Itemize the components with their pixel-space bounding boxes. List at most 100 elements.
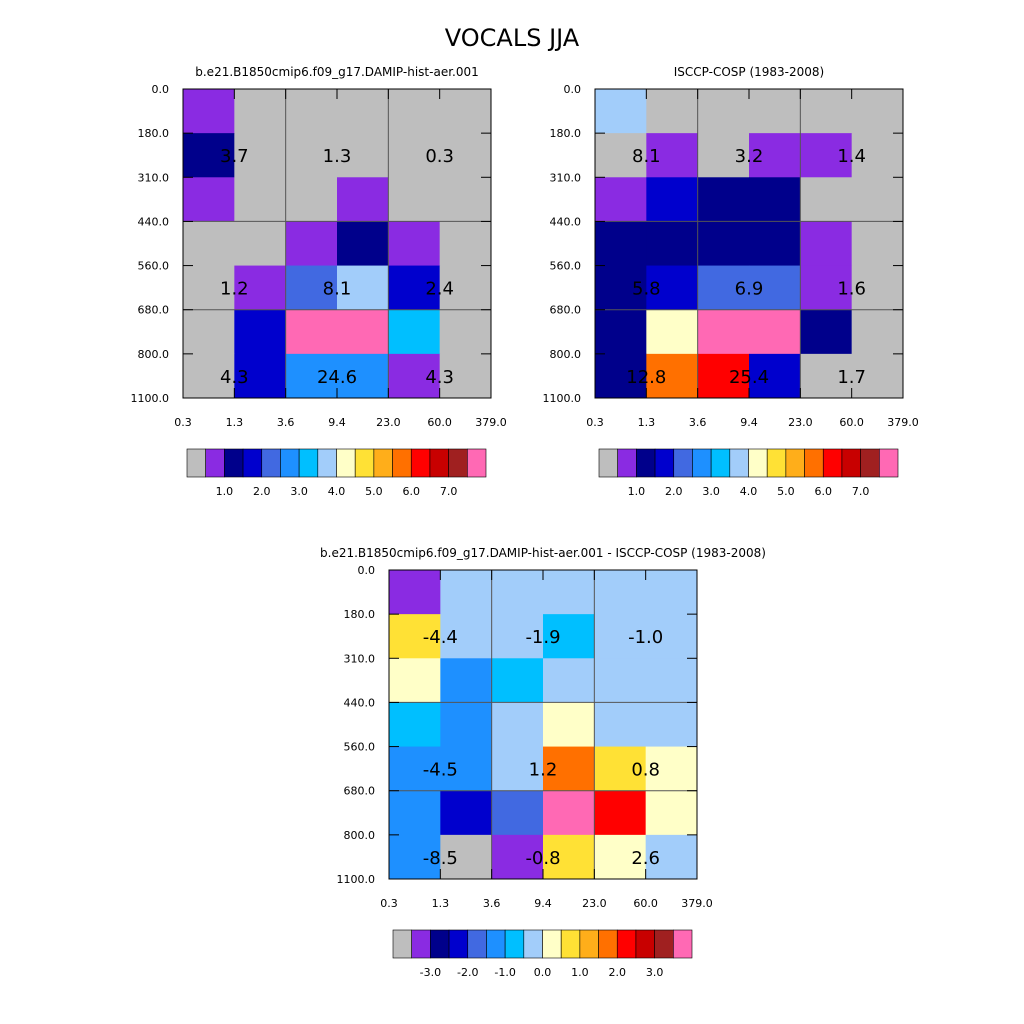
colorbar-swatch	[410, 448, 431, 478]
y-tick-label: 180.0	[344, 608, 376, 621]
heatmap-cell	[646, 133, 699, 178]
colorbar-swatch	[879, 448, 899, 478]
heatmap-cell	[285, 177, 338, 222]
heatmap-cell	[594, 790, 647, 836]
y-tick-label: 680.0	[550, 304, 582, 317]
heatmap-cell	[594, 834, 647, 880]
y-tick-label: 560.0	[344, 741, 376, 754]
heatmap-cell	[594, 702, 647, 748]
heatmap-cell	[337, 133, 389, 178]
heatmap-cell	[800, 221, 853, 267]
heatmap-cell	[440, 614, 493, 659]
colorbar-swatch	[654, 448, 675, 478]
heatmap-cell	[697, 309, 750, 355]
colorbar-label: 1.0	[216, 485, 234, 498]
colorbar-swatch	[692, 448, 712, 478]
cell-annotation: 4.3	[425, 367, 454, 388]
heatmap-cell	[285, 221, 338, 267]
colorbar-label: 1.0	[571, 966, 589, 979]
cell-annotation: 1.6	[837, 279, 866, 300]
heatmap-cell	[389, 570, 441, 615]
heatmap-cell	[595, 89, 647, 134]
panel-title: ISCCP-COSP (1983-2008)	[674, 65, 824, 79]
heatmap-cell	[183, 353, 235, 399]
colorbar-swatch	[280, 448, 300, 478]
heatmap-cell	[595, 309, 647, 355]
colorbar-swatch	[429, 448, 449, 478]
colorbar-swatch	[710, 448, 731, 478]
colorbar-swatch	[579, 929, 599, 959]
heatmap-cell	[645, 834, 698, 880]
heatmap-cell	[646, 265, 699, 311]
y-tick-label: 560.0	[550, 260, 582, 273]
colorbar-label: 6.0	[815, 485, 833, 498]
cell-annotation: 6.9	[735, 279, 764, 300]
heatmap-cell	[543, 702, 595, 748]
colorbar-label: 2.0	[609, 966, 627, 979]
heatmap-cell	[595, 265, 647, 311]
heatmap-cell	[285, 133, 338, 178]
heatmap-cell	[439, 221, 492, 267]
x-tick-label: 60.0	[633, 897, 658, 910]
colorbar-swatch	[205, 448, 225, 478]
colorbar-label: 3.0	[290, 485, 308, 498]
heatmap-cell	[337, 309, 389, 355]
cell-annotation: 2.4	[425, 279, 454, 300]
heatmap-cell	[697, 177, 750, 222]
heatmap-cell	[749, 177, 801, 222]
heatmap-cell	[645, 570, 698, 615]
heatmap-cell	[749, 133, 801, 178]
heatmap-cell	[543, 658, 595, 703]
heatmap-cell	[749, 353, 801, 399]
heatmap-cell	[337, 353, 389, 399]
heatmap-cell	[337, 221, 389, 267]
y-tick-label: 560.0	[138, 260, 170, 273]
x-tick-label: 9.4	[328, 416, 346, 429]
panel-title: b.e21.B1850cmip6.f09_g17.DAMIP-hist-aer.…	[320, 546, 766, 560]
cell-annotation: 3.2	[735, 146, 764, 167]
heatmap-cell	[851, 89, 904, 134]
heatmap-cell	[543, 790, 595, 836]
heatmap-cell	[646, 353, 699, 399]
heatmap-cell	[645, 790, 698, 836]
heatmap-cell	[183, 177, 235, 222]
colorbar-swatch	[841, 448, 861, 478]
heatmap-cell	[491, 790, 544, 836]
heatmap-cell	[800, 177, 853, 222]
x-tick-label: 3.6	[483, 897, 501, 910]
x-tick-label: 0.3	[380, 897, 398, 910]
heatmap-cell	[697, 265, 750, 311]
heatmap-cell	[183, 221, 235, 267]
colorbar-label: -2.0	[457, 966, 478, 979]
heatmap-cell	[491, 834, 544, 880]
colorbar-swatch	[242, 448, 263, 478]
heatmap-cell	[285, 89, 338, 134]
heatmap-cell	[389, 790, 441, 836]
heatmap-cell	[491, 570, 544, 615]
heatmap-cell	[439, 309, 492, 355]
heatmap-cell	[389, 702, 441, 748]
x-tick-label: 379.0	[887, 416, 919, 429]
x-tick-label: 60.0	[839, 416, 864, 429]
colorbar-swatch	[467, 929, 487, 959]
heatmap-cell	[646, 177, 699, 222]
colorbar-swatch	[448, 929, 469, 959]
x-tick-label: 9.4	[740, 416, 758, 429]
heatmap-cell	[595, 177, 647, 222]
colorbar-swatch	[804, 448, 824, 478]
heatmap-cell	[594, 746, 647, 792]
heatmap-cell	[388, 177, 441, 222]
colorbar-label: 5.0	[777, 485, 795, 498]
x-tick-label: 9.4	[534, 897, 552, 910]
x-tick-label: 3.6	[689, 416, 707, 429]
heatmap-cell	[543, 834, 595, 880]
heatmap-cell	[595, 353, 647, 399]
colorbar-swatch	[673, 929, 693, 959]
cell-annotation: -8.5	[423, 848, 458, 869]
x-tick-label: 0.3	[586, 416, 604, 429]
heatmap-cell	[439, 133, 492, 178]
heatmap-cell	[851, 309, 904, 355]
y-tick-label: 680.0	[138, 304, 170, 317]
colorbar-swatch	[748, 448, 768, 478]
